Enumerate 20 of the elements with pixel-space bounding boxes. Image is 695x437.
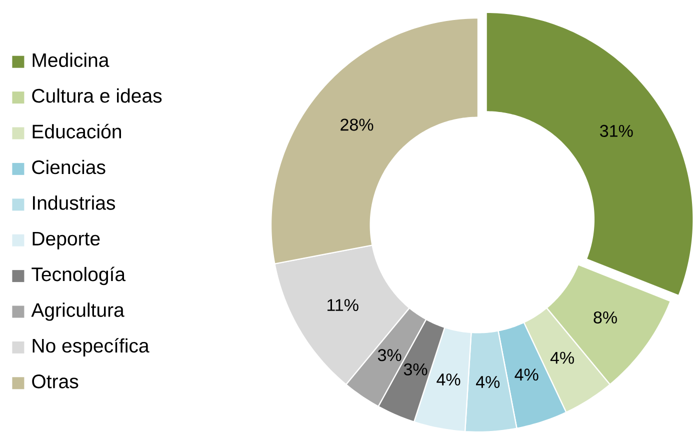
data-label: 4% (514, 368, 538, 381)
legend-label: No específica (32, 338, 150, 356)
legend-label: Agricultura (31, 302, 124, 321)
legend-label: Deporte (32, 232, 100, 250)
data-label: 11% (328, 299, 358, 312)
legend-label: Educación (32, 124, 121, 138)
data-label: 3% (378, 349, 402, 362)
legend-label: Ciencias (32, 160, 106, 174)
data-label: 28% (340, 118, 374, 131)
data-label: 3% (404, 363, 428, 376)
data-label: 4% (436, 374, 460, 386)
legend-label: Industrias (33, 196, 116, 210)
data-label: 8% (594, 311, 617, 324)
legend-label: Medicina (32, 52, 110, 68)
legend-label: Cultura e ideas (32, 88, 162, 103)
legend-label: Otras (32, 374, 78, 388)
data-label: 4% (476, 376, 500, 388)
data-label: 31% (600, 124, 633, 137)
data-label: 4% (550, 352, 574, 364)
legend-label: Tecnología (32, 266, 126, 286)
